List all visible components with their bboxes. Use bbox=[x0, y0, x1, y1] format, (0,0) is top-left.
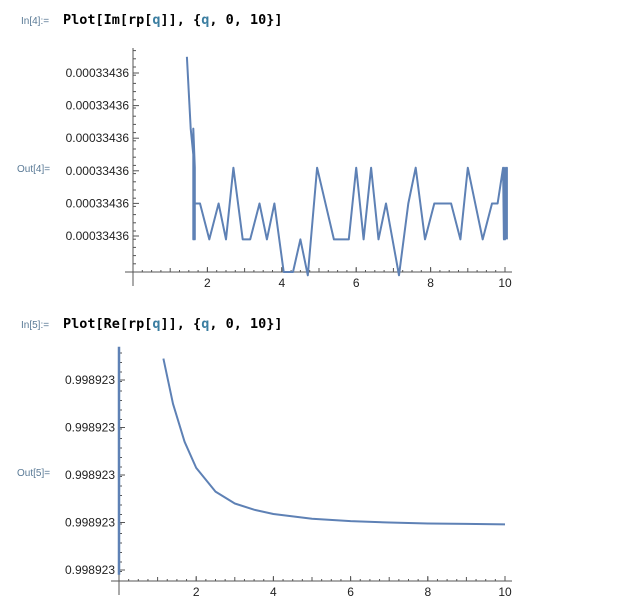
input-symbol-q: q bbox=[152, 12, 161, 28]
input-prefix: Plot[Im[rp[ bbox=[63, 12, 153, 28]
data-line bbox=[185, 56, 508, 277]
out-label-5: Out[5]= bbox=[17, 468, 51, 479]
y-tick-label: 0.00033436 bbox=[66, 164, 130, 178]
x-tick-label: 6 bbox=[347, 585, 354, 599]
y-tick-label: 0.00033436 bbox=[66, 229, 130, 243]
y-tick-label: 0.998923 bbox=[65, 373, 115, 387]
y-tick-label: 0.00033436 bbox=[66, 131, 130, 145]
plot-im-rp[interactable]: 2 4 6 8 10 0.00033436 0.00033436 0.00033436 0.00… bbox=[66, 48, 512, 290]
input-suffix: , 0, 10}] bbox=[209, 12, 283, 28]
x-tick-label: 4 bbox=[270, 585, 277, 599]
y-tick-label: 0.00033436 bbox=[66, 196, 130, 210]
input-prefix: Plot[Re[rp[ bbox=[63, 316, 153, 332]
x-tick-label: 10 bbox=[498, 585, 512, 599]
x-tick-label: 6 bbox=[353, 276, 360, 290]
y-tick-label: 0.998923 bbox=[65, 516, 115, 530]
y-tick-label: 0.00033436 bbox=[66, 66, 130, 80]
in-label-4: In[4]:= bbox=[21, 16, 50, 27]
data-line bbox=[162, 358, 506, 526]
x-tick-label: 2 bbox=[193, 585, 200, 599]
x-tick-label: 10 bbox=[498, 276, 512, 290]
x-tick-label: 8 bbox=[424, 585, 431, 599]
input-symbol-q: q bbox=[152, 316, 161, 332]
input-suffix: , 0, 10}] bbox=[209, 316, 283, 332]
x-tick-label: 8 bbox=[427, 276, 434, 290]
input-expression-5[interactable]: Plot[Re[rp[q]], {q, 0, 10}] bbox=[63, 316, 282, 332]
y-tick-label: 0.998923 bbox=[65, 421, 115, 435]
out-label-4: Out[4]= bbox=[17, 164, 51, 175]
x-tick-label: 4 bbox=[278, 276, 285, 290]
x-tick-label: 2 bbox=[204, 276, 211, 290]
y-tick-label: 0.00033436 bbox=[66, 99, 130, 113]
y-tick-label: 0.998923 bbox=[65, 468, 115, 482]
in-label-5: In[5]:= bbox=[21, 320, 50, 331]
plot-re-rp[interactable]: 2 4 6 8 10 0.998923 0.998923 0.998923 0.998923 0.… bbox=[65, 346, 512, 599]
input-symbol-q: q bbox=[201, 12, 210, 28]
input-symbol-q: q bbox=[201, 316, 210, 332]
input-expression-4[interactable]: Plot[Im[rp[q]], {q, 0, 10}] bbox=[63, 12, 282, 28]
input-mid: ]], { bbox=[160, 12, 202, 28]
y-tick-label: 0.998923 bbox=[65, 563, 115, 577]
input-mid: ]], { bbox=[160, 316, 202, 332]
